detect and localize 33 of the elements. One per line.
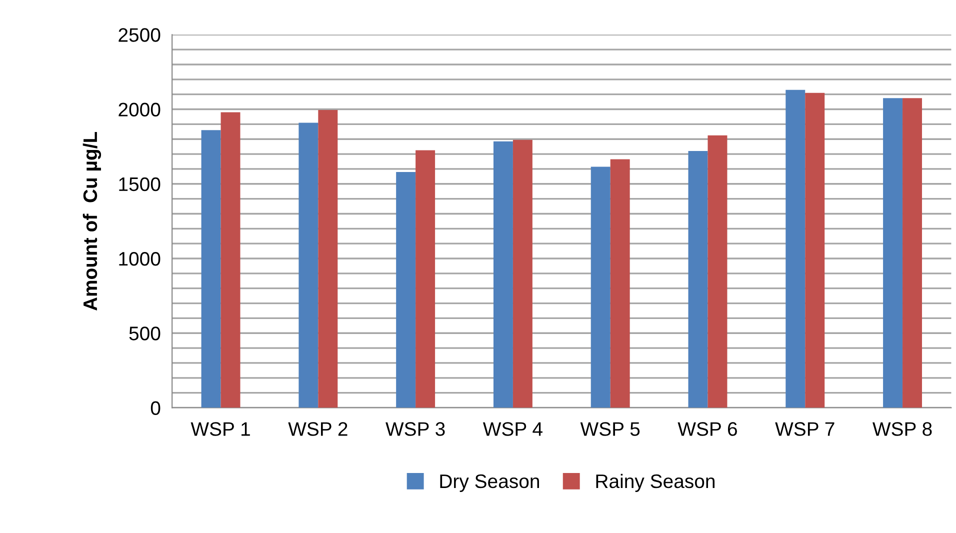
x-tick-label: WSP 6 [678,422,737,436]
bar [688,151,708,408]
legend-label: Rainy Season [596,474,714,492]
y-tick-label: 2500 [118,28,160,42]
y-tick-label: 1500 [119,177,160,192]
bar [512,140,532,408]
x-tick-label: WSP 4 [482,422,542,436]
bar [220,112,240,408]
x-tick-label: WSP 2 [288,422,348,436]
bar [786,90,806,408]
legend-label: Dry Season [440,474,539,492]
bar [493,141,513,408]
x-tick-label: WSP 7 [775,422,834,436]
bar [883,98,903,408]
bar [610,159,630,408]
bar [201,130,221,408]
y-tick-label: 500 [129,326,160,340]
x-tick-label: WSP 3 [386,422,445,436]
bar [708,135,728,408]
bar [416,150,436,408]
bar [396,172,416,408]
y-tick-label: 0 [150,401,160,415]
bar [805,92,825,408]
x-tick-label: WSP 5 [580,422,640,436]
y-tick-label: 1000 [119,252,160,266]
x-tick-label: WSP 8 [872,422,932,436]
y-tick-label: 2000 [118,102,160,116]
bar [318,110,338,408]
x-tick-label: WSP 1 [190,422,250,436]
bar [902,98,922,408]
bar [298,122,318,408]
bar [590,166,610,408]
y-axis-title: Amount of Cu µg/L [82,132,102,311]
